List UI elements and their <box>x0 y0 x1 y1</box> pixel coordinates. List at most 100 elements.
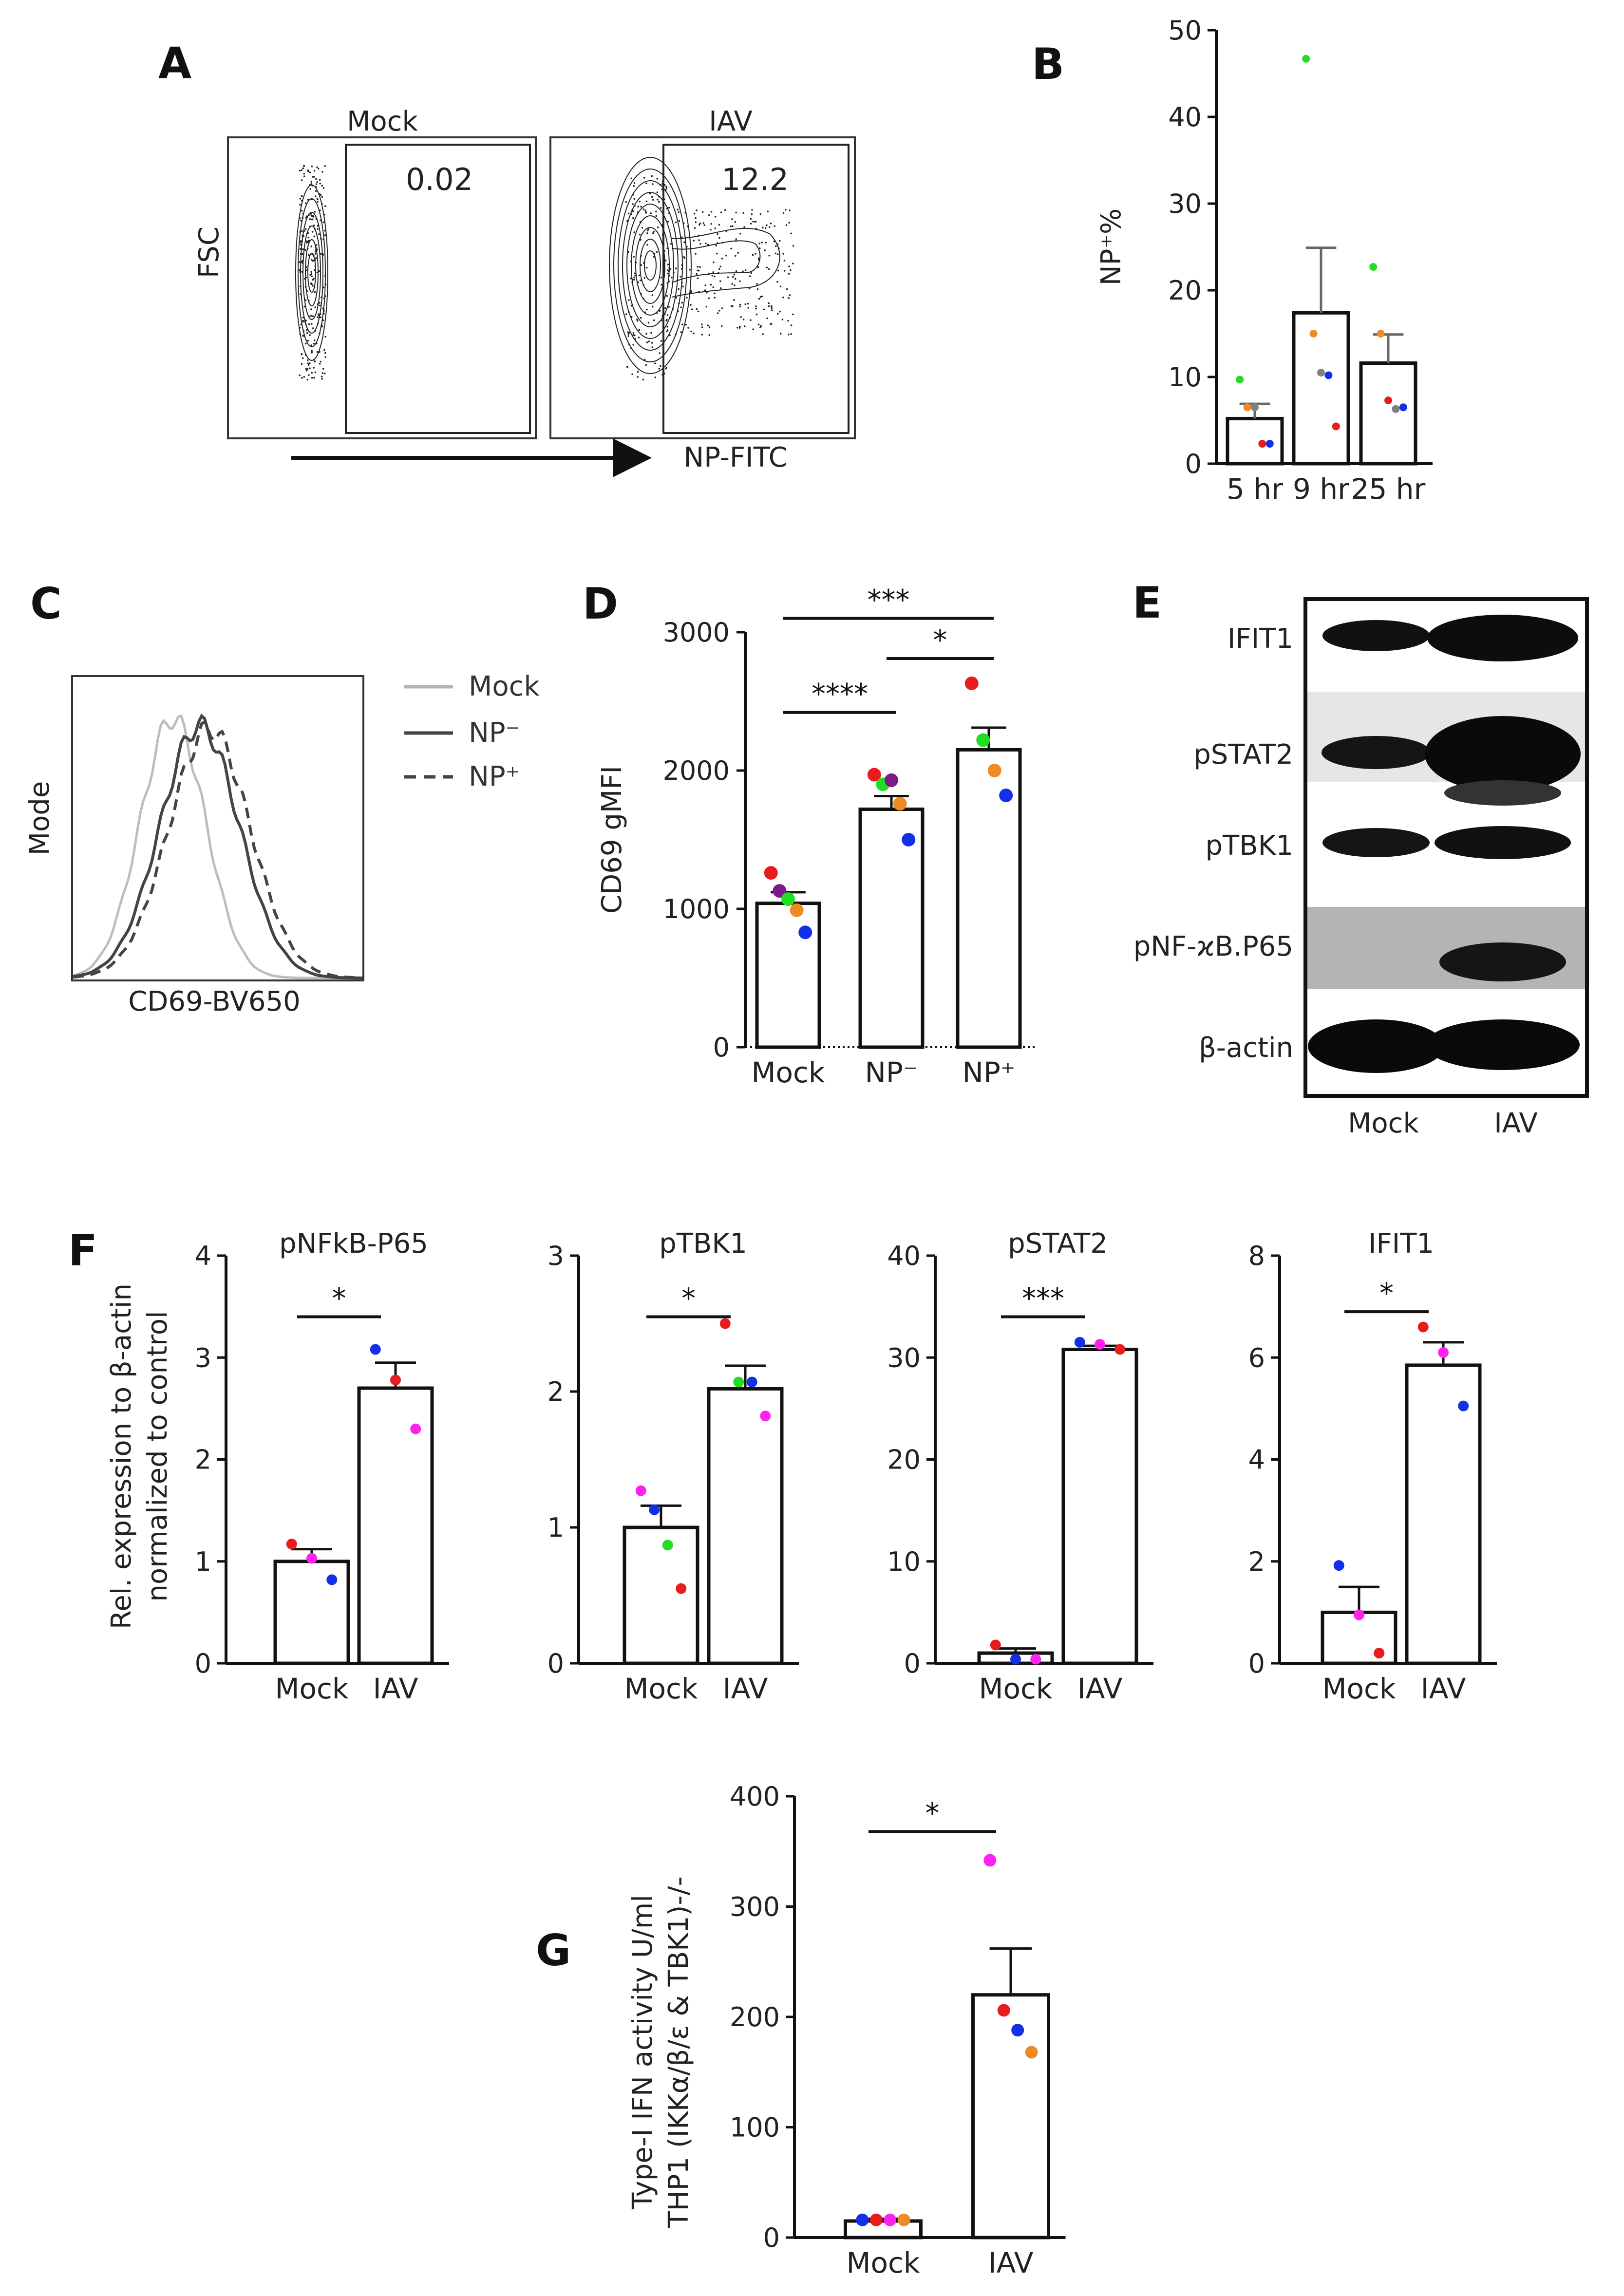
event-dot <box>778 247 780 249</box>
event-dot <box>733 273 736 276</box>
bar-25hr <box>1359 361 1417 466</box>
data-point-blue <box>649 1504 660 1515</box>
event-dot <box>645 266 648 269</box>
event-dot <box>640 206 642 208</box>
contour-ring <box>609 157 692 374</box>
data-point-red <box>676 1583 687 1594</box>
event-dot <box>310 183 313 185</box>
event-dot <box>660 365 661 367</box>
event-dot <box>299 285 302 287</box>
event-dot <box>759 213 762 215</box>
event-dot <box>647 321 650 324</box>
event-dot <box>685 323 687 326</box>
event-dot <box>773 240 775 243</box>
band-ifit1-iav <box>1427 615 1578 661</box>
event-dot <box>638 274 640 277</box>
data-point-orange <box>1377 330 1385 338</box>
event-dot <box>301 169 303 171</box>
data-point-blue <box>1265 440 1274 448</box>
event-dot <box>792 245 794 247</box>
event-dot <box>650 332 652 334</box>
event-dot <box>324 275 326 277</box>
event-dot <box>301 363 303 365</box>
y-tick-label: 30 <box>887 1342 921 1373</box>
event-dot <box>317 303 319 305</box>
event-dot <box>734 278 736 280</box>
event-dot <box>758 298 760 300</box>
histogram-legend: Mock NP⁻ NP⁺ <box>404 671 540 792</box>
event-dot <box>751 208 753 211</box>
event-dot <box>324 295 326 297</box>
event-dot <box>315 190 317 192</box>
event-dot <box>762 333 764 335</box>
data-point-magenta <box>983 1854 997 1867</box>
event-dot <box>756 288 759 290</box>
event-dot <box>632 217 634 219</box>
event-dot <box>323 372 326 375</box>
event-dot <box>313 358 315 361</box>
event-dot <box>299 293 302 295</box>
event-dot <box>299 204 301 206</box>
event-dot <box>665 320 667 322</box>
event-dot <box>316 198 319 200</box>
event-dot <box>311 215 313 217</box>
event-dot <box>630 347 632 349</box>
event-dot <box>306 290 308 292</box>
event-dot <box>725 254 727 257</box>
y-tick-label: 100 <box>730 2112 780 2143</box>
event-dot <box>644 209 646 212</box>
y-tick-label: 3000 <box>663 617 730 648</box>
event-dot <box>666 329 669 331</box>
event-dot <box>736 326 738 329</box>
event-dot <box>699 224 700 226</box>
data-point-magenta <box>306 1553 317 1564</box>
event-dot <box>696 308 698 310</box>
event-dot <box>309 367 311 370</box>
event-dot <box>775 245 777 247</box>
event-dot <box>751 213 753 215</box>
event-dot <box>737 252 739 254</box>
event-dot <box>656 251 658 253</box>
contour-ring <box>644 250 657 281</box>
event-dot <box>767 210 769 212</box>
event-dot <box>680 306 682 308</box>
event-dot <box>752 328 754 330</box>
event-dot <box>630 177 632 180</box>
event-dot <box>783 260 786 262</box>
data-point-orange <box>1025 2046 1038 2059</box>
event-dot <box>311 372 313 374</box>
panel-letter-b: B <box>1032 39 1064 89</box>
event-dot <box>681 264 683 266</box>
event-dot <box>323 213 325 216</box>
event-dot <box>646 229 649 232</box>
panel-letter-f: F <box>68 1225 97 1276</box>
event-dot <box>304 228 307 230</box>
event-dot <box>654 376 657 378</box>
event-dot <box>642 208 645 210</box>
event-dot <box>301 209 303 212</box>
event-dot <box>720 211 722 213</box>
chart-g-ifn-activity: 0 100 200 300 400 Mock IAV * <box>730 1781 1066 2279</box>
event-dot <box>666 207 668 210</box>
event-dot <box>314 228 316 230</box>
event-dot <box>698 291 700 293</box>
event-dot <box>299 271 302 273</box>
contour-ring <box>302 226 321 320</box>
event-dot <box>308 374 310 376</box>
event-dot <box>314 360 316 362</box>
event-dot <box>324 336 326 338</box>
event-dot <box>768 226 771 228</box>
event-dot <box>697 269 699 272</box>
data-point-blue <box>999 789 1013 803</box>
event-dot <box>314 371 317 374</box>
event-dot <box>661 283 662 286</box>
event-dot <box>299 326 301 329</box>
panel-letter-g: G <box>536 1925 571 1976</box>
event-dot <box>661 188 663 190</box>
blot-label-pstat2: pSTAT2 <box>1193 739 1293 771</box>
event-dot <box>318 301 320 304</box>
event-dot <box>314 291 316 293</box>
event-dot <box>699 222 701 225</box>
event-dot <box>783 270 786 272</box>
event-dot <box>316 342 318 344</box>
